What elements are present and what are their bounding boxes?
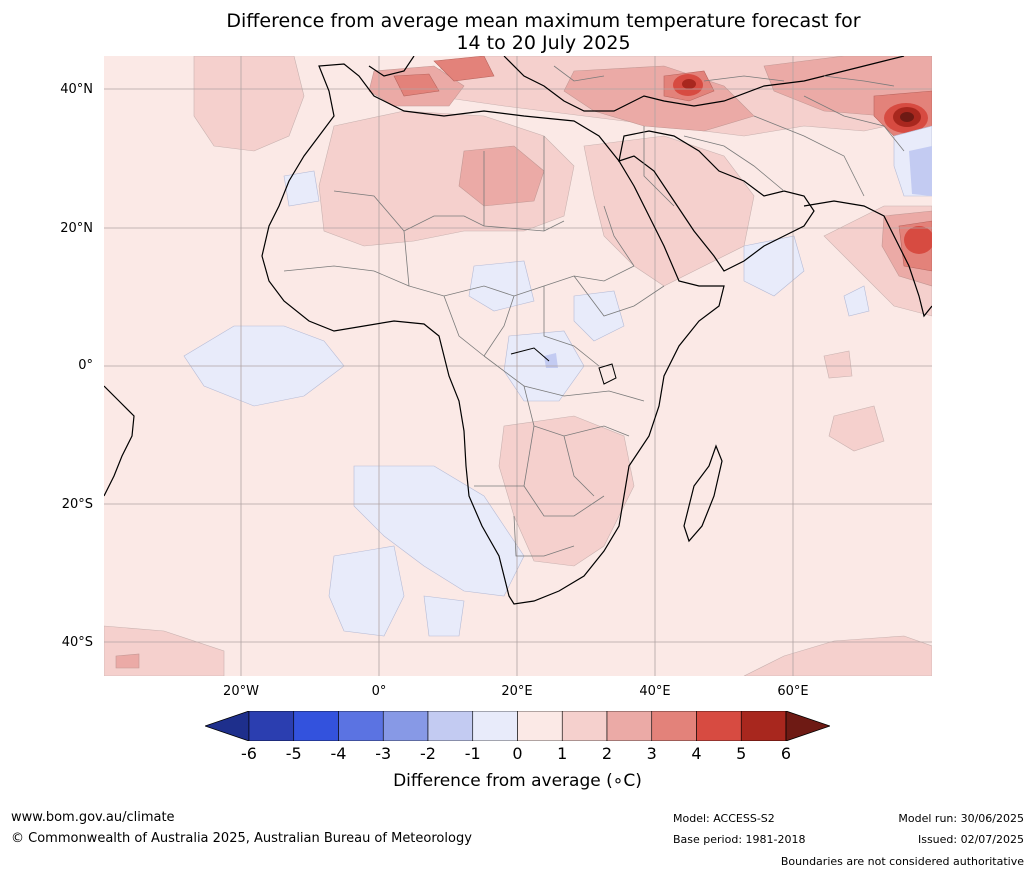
colorbar-segment <box>293 710 339 742</box>
lon-label-60e: 60°E <box>777 684 809 699</box>
lon-label-40e: 40°E <box>639 684 671 699</box>
colorbar-tick-label: 1 <box>557 744 568 763</box>
colorbar-tick-label: 3 <box>646 744 657 763</box>
lat-label-0: 0° <box>78 358 93 373</box>
colorbar-svg <box>203 710 832 742</box>
colorbar-tick-label: 5 <box>736 744 747 763</box>
title-line-2: 14 to 20 July 2025 <box>456 32 631 54</box>
country-borders <box>283 65 905 557</box>
map-canvas <box>104 56 932 676</box>
footer-model-run: Model run: 30/06/2025 <box>898 812 1024 825</box>
footer-copyright: © Commonwealth of Australia 2025, Austra… <box>11 831 472 846</box>
footer-model: Model: ACCESS-S2 <box>673 812 775 825</box>
forecast-map <box>104 56 932 676</box>
colorbar-segment <box>517 710 563 742</box>
colorbar-segment <box>651 710 697 742</box>
colorbar-segment <box>338 710 384 742</box>
colorbar-segment <box>696 710 742 742</box>
colorbar-segment <box>472 710 518 742</box>
colorbar-tick-label: -3 <box>375 744 392 763</box>
colorbar-tick-label: -5 <box>285 744 302 763</box>
colorbar-tick-label: -1 <box>464 744 481 763</box>
colorbar-segment <box>561 710 608 742</box>
lat-label-20s: 20°S <box>61 497 93 512</box>
colorbar-tick-label: 4 <box>691 744 702 763</box>
map-title: Difference from average mean maximum tem… <box>0 10 1035 54</box>
colorbar-segment <box>427 710 474 742</box>
lon-label-20e: 20°E <box>501 684 533 699</box>
footer-issued: Issued: 02/07/2025 <box>917 833 1024 846</box>
lat-label-20n: 20°N <box>60 221 93 236</box>
title-line-1: Difference from average mean maximum tem… <box>226 10 861 32</box>
graticule <box>104 56 932 676</box>
colorbar-tick-label: -2 <box>420 744 436 763</box>
colorbar-tick-label: -6 <box>241 744 257 763</box>
colorbar-extend-low <box>203 710 250 742</box>
footer-disclaimer: Boundaries are not considered authoritat… <box>780 855 1024 868</box>
footer-website: www.bom.gov.au/climate <box>11 810 175 825</box>
anomaly-hotspots <box>673 74 932 254</box>
colorbar-label: Difference from average (∘C) <box>393 771 642 791</box>
colorbar-segment <box>382 710 429 742</box>
inland-water <box>510 347 617 385</box>
anomaly-minus-1-2-regions <box>544 146 932 368</box>
colorbar <box>203 710 832 742</box>
colorbar-extend-high <box>785 710 832 742</box>
colorbar-tick-label: 0 <box>512 744 523 763</box>
coastlines <box>104 56 932 605</box>
colorbar-segment <box>248 710 295 742</box>
lon-label-0: 0° <box>371 684 387 699</box>
lat-label-40s: 40°S <box>61 635 93 650</box>
colorbar-segment <box>740 710 787 742</box>
lon-label-20w: 20°W <box>223 684 259 699</box>
lat-label-40n: 40°N <box>60 82 93 97</box>
footer-base-period: Base period: 1981-2018 <box>673 833 806 846</box>
colorbar-tick-label: 2 <box>601 744 613 763</box>
colorbar-segment <box>606 710 653 742</box>
colorbar-tick-label: 6 <box>780 744 792 763</box>
colorbar-tick-label: -4 <box>330 744 347 763</box>
